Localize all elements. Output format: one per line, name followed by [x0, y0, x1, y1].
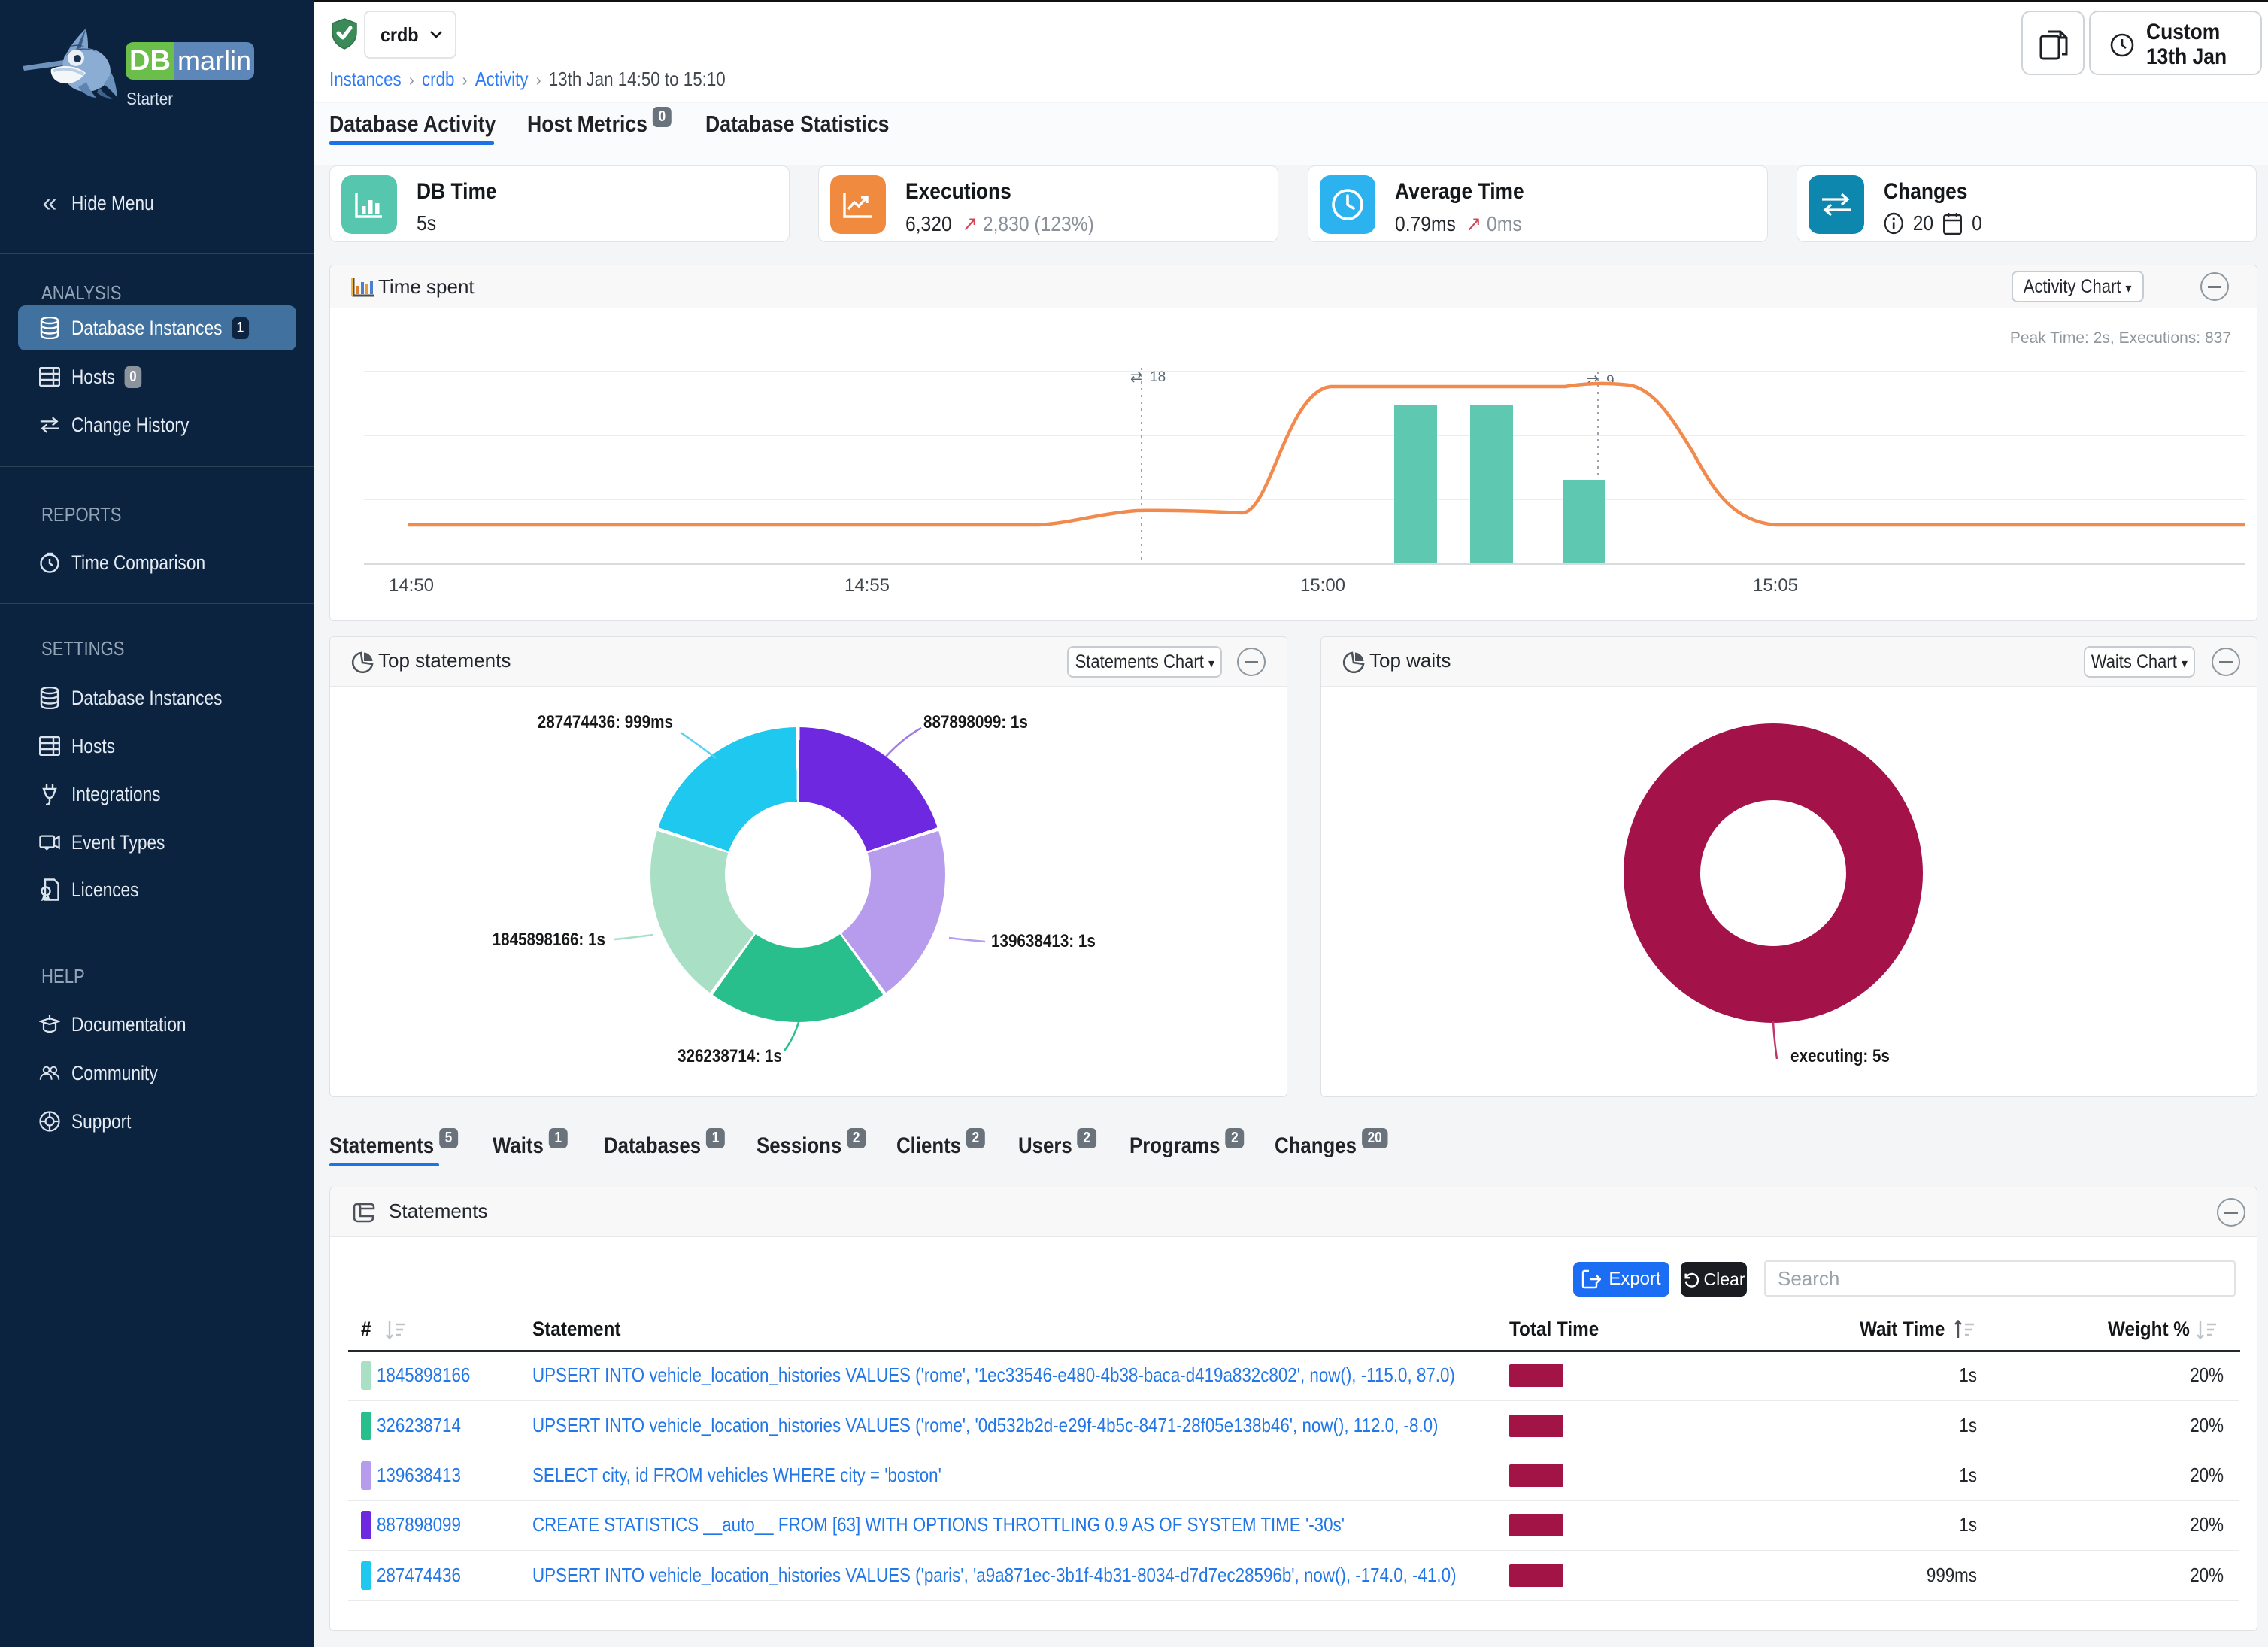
- svg-text:⇄: ⇄: [1130, 369, 1142, 385]
- svg-text:18: 18: [1150, 369, 1166, 385]
- svg-text:⇄: ⇄: [1587, 373, 1599, 389]
- svg-text:15:00: 15:00: [1300, 575, 1345, 596]
- svg-text:15:05: 15:05: [1753, 575, 1798, 596]
- svg-text:9: 9: [1606, 373, 1615, 389]
- svg-text:14:55: 14:55: [844, 575, 890, 596]
- svg-text:14:50: 14:50: [389, 575, 434, 596]
- svg-text:Peak Time: 2s, Executions: 837: Peak Time: 2s, Executions: 837: [2010, 329, 2231, 347]
